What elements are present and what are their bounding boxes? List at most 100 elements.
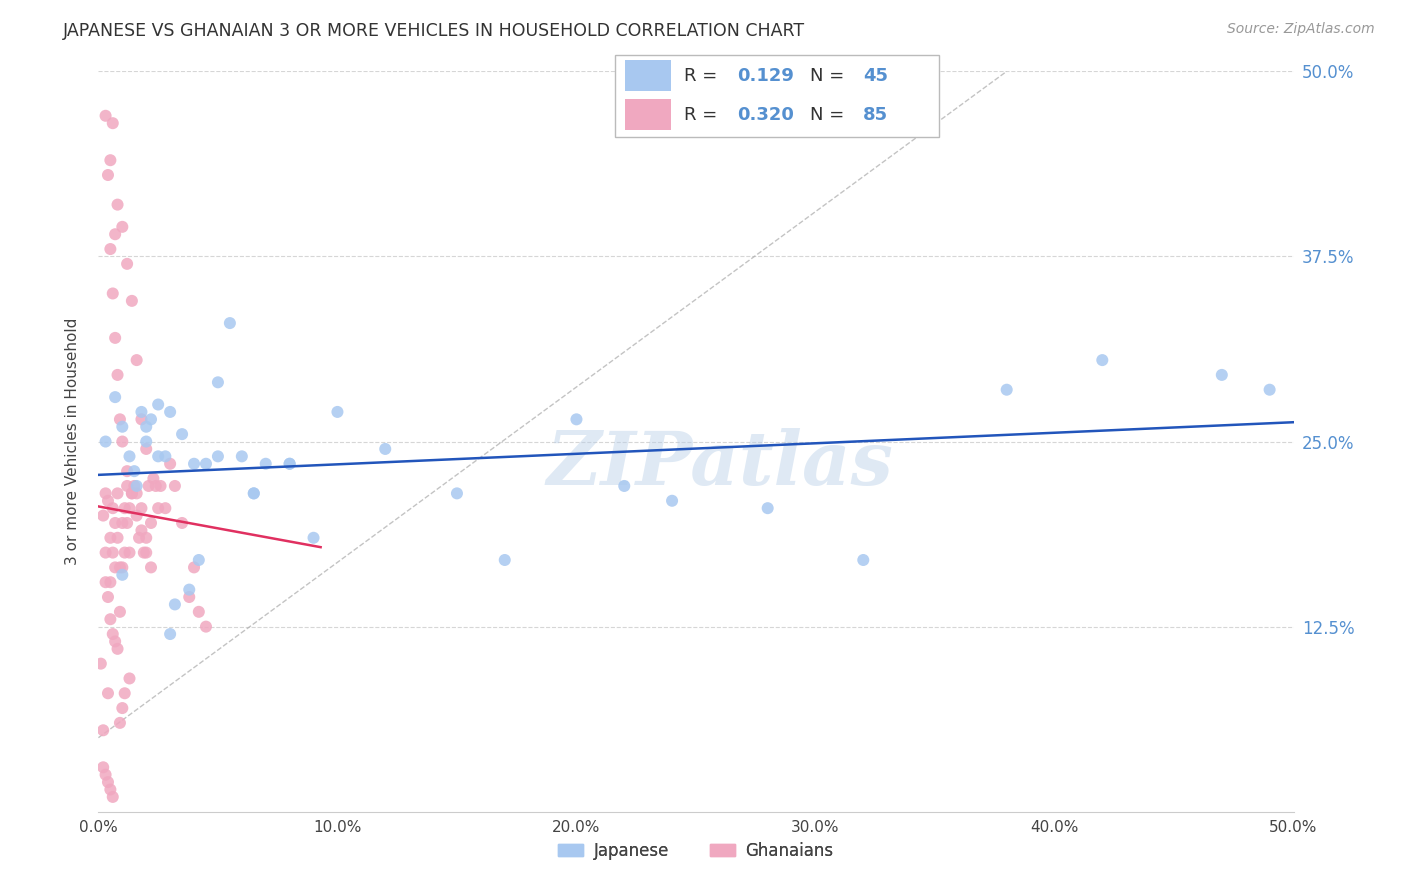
- Point: [132, 546, 155, 560]
- Point: [135, 434, 157, 449]
- Point: [101, 501, 124, 516]
- Point: [1211, 368, 1233, 382]
- Point: [115, 479, 138, 493]
- Point: [326, 405, 349, 419]
- Point: [90, 657, 112, 671]
- Point: [446, 486, 468, 500]
- Text: 0.129: 0.129: [737, 68, 794, 86]
- Text: 45: 45: [863, 68, 887, 86]
- Text: ZIPatlas: ZIPatlas: [547, 427, 893, 500]
- Point: [278, 457, 301, 471]
- Point: [995, 383, 1018, 397]
- Point: [183, 457, 205, 471]
- Point: [125, 353, 148, 368]
- Point: [155, 450, 177, 464]
- Point: [135, 531, 157, 545]
- Text: 85: 85: [863, 106, 887, 124]
- Point: [131, 501, 153, 516]
- Point: [94, 109, 117, 123]
- Point: [138, 479, 160, 493]
- Point: [183, 560, 205, 574]
- Point: [121, 486, 143, 500]
- Point: [135, 546, 157, 560]
- Text: JAPANESE VS GHANAIAN 3 OR MORE VEHICLES IN HOUSEHOLD CORRELATION CHART: JAPANESE VS GHANAIAN 3 OR MORE VEHICLES …: [63, 22, 806, 40]
- Point: [159, 627, 181, 641]
- Point: [98, 242, 122, 256]
- Point: [101, 789, 124, 804]
- Point: [125, 508, 148, 523]
- Point: [125, 486, 148, 500]
- Point: [155, 501, 177, 516]
- Point: [1091, 353, 1114, 368]
- Point: [104, 634, 127, 648]
- Point: [163, 598, 186, 612]
- Text: R =: R =: [685, 68, 717, 86]
- Point: [98, 531, 122, 545]
- Point: [108, 605, 131, 619]
- Point: [148, 450, 170, 464]
- Point: [118, 672, 141, 686]
- Point: [125, 479, 148, 493]
- Point: [108, 412, 131, 426]
- Point: [111, 701, 134, 715]
- Point: [97, 590, 120, 604]
- Text: Source: ZipAtlas.com: Source: ZipAtlas.com: [1227, 22, 1375, 37]
- Point: [565, 412, 588, 426]
- Point: [111, 560, 134, 574]
- Text: N =: N =: [810, 106, 844, 124]
- Point: [94, 434, 117, 449]
- Text: N =: N =: [810, 68, 844, 86]
- Legend: Japanese, Ghanaians: Japanese, Ghanaians: [551, 835, 841, 866]
- Point: [195, 457, 218, 471]
- Point: [187, 553, 209, 567]
- Point: [98, 575, 122, 590]
- Point: [756, 501, 779, 516]
- Point: [94, 575, 117, 590]
- Point: [118, 546, 141, 560]
- Point: [148, 398, 170, 412]
- Point: [111, 219, 134, 234]
- Point: [101, 546, 124, 560]
- Point: [128, 531, 150, 545]
- Point: [374, 442, 396, 456]
- Point: [91, 508, 114, 523]
- Point: [494, 553, 516, 567]
- Point: [104, 227, 127, 242]
- Text: 0.320: 0.320: [737, 106, 794, 124]
- Point: [104, 331, 127, 345]
- Point: [124, 464, 146, 478]
- Point: [852, 553, 875, 567]
- Y-axis label: 3 or more Vehicles in Household: 3 or more Vehicles in Household: [65, 318, 80, 566]
- Point: [107, 641, 129, 656]
- Point: [94, 486, 117, 500]
- Point: [104, 560, 127, 574]
- Point: [207, 450, 229, 464]
- Point: [118, 501, 141, 516]
- Bar: [624, 61, 671, 91]
- Point: [97, 686, 120, 700]
- Point: [254, 457, 277, 471]
- Point: [111, 419, 134, 434]
- Point: [135, 419, 157, 434]
- Point: [98, 612, 122, 626]
- Point: [107, 531, 129, 545]
- Point: [101, 286, 124, 301]
- Point: [108, 715, 131, 730]
- Point: [114, 546, 136, 560]
- Point: [159, 405, 181, 419]
- Point: [131, 405, 153, 419]
- Point: [115, 464, 138, 478]
- Point: [104, 390, 127, 404]
- Point: [94, 767, 117, 781]
- Point: [278, 457, 301, 471]
- Point: [195, 619, 218, 633]
- Point: [108, 560, 131, 574]
- Point: [98, 153, 122, 168]
- Point: [243, 486, 266, 500]
- Point: [107, 486, 129, 500]
- Point: [148, 501, 170, 516]
- Point: [98, 782, 122, 797]
- Text: R =: R =: [685, 106, 717, 124]
- Point: [179, 590, 201, 604]
- Point: [91, 760, 114, 774]
